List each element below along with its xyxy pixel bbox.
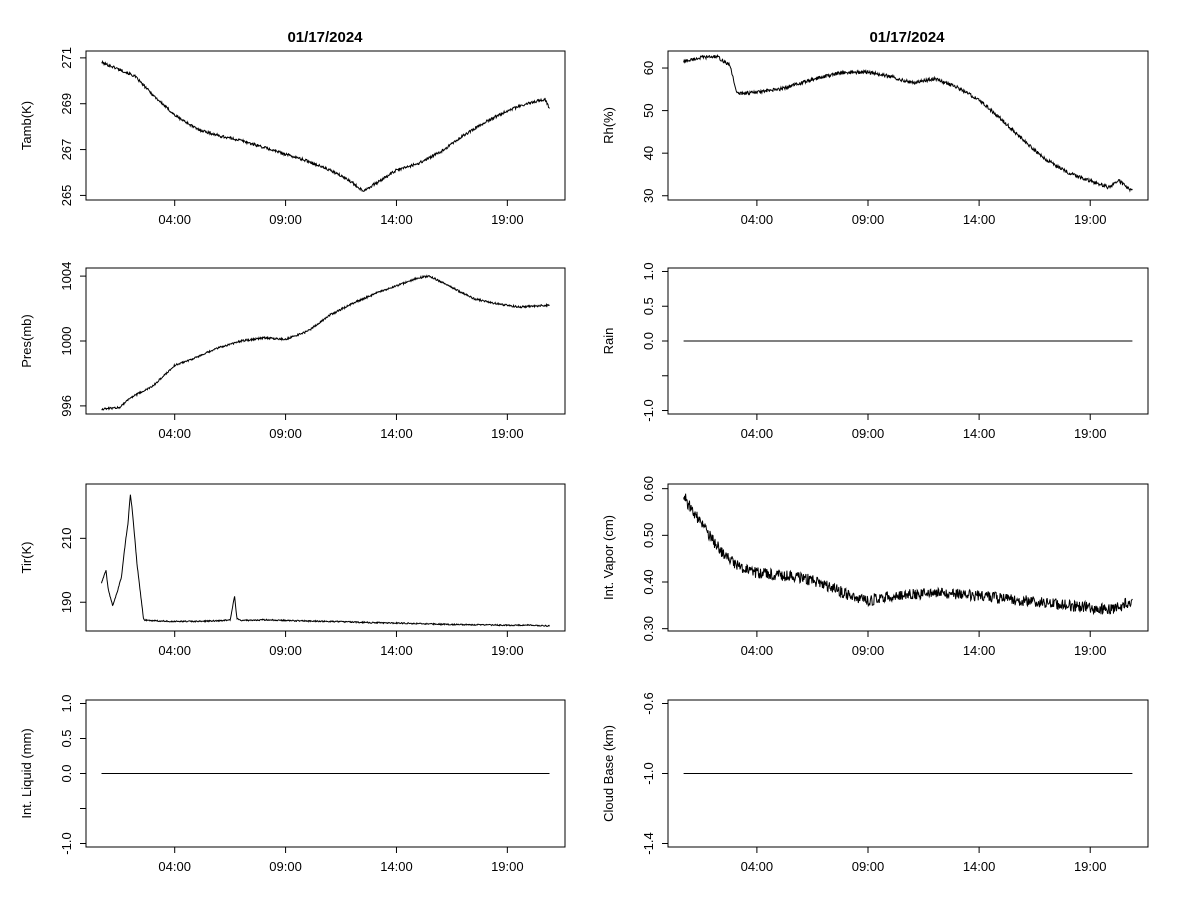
rain-x-tick-label: 09:00 xyxy=(852,426,885,441)
liquid-y-axis-label: Int. Liquid (mm) xyxy=(19,728,34,818)
pres-panel: 04:00 09:00 14:00 19:00 996 1000 1004 Pres(mb) xyxy=(19,262,566,441)
cloudbase-x-tick-label: 04:00 xyxy=(741,859,774,874)
tamb-y-tick-label: 269 xyxy=(59,93,74,115)
pres-y-tick-label: 996 xyxy=(59,395,74,417)
rain-x-tick-label: 04:00 xyxy=(741,426,774,441)
vapor-x-tick-label: 09:00 xyxy=(852,643,885,658)
vapor-y-tick-label: 0.50 xyxy=(641,523,656,548)
tir-x-tick-label: 14:00 xyxy=(380,643,413,658)
vapor-x-tick-label: 14:00 xyxy=(963,643,996,658)
cloudbase-panel: 04:00 09:00 14:00 19:00 -1.4 -1.0 -0.6 Cloud Ba… xyxy=(601,692,1149,874)
cloudbase-x-tick-label: 09:00 xyxy=(852,859,885,874)
pres-y-tick-label: 1004 xyxy=(59,262,74,291)
rh-y-axis-label: Rh(%) xyxy=(601,107,616,144)
pres-x-tick-label: 19:00 xyxy=(491,426,524,441)
liquid-y-tick-label: -1.0 xyxy=(59,832,74,854)
rain-panel: 04:00 09:00 14:00 19:00 -1.0 0.0 0.5 1.0 Rain xyxy=(601,262,1149,441)
tamb-x-tick-label: 04:00 xyxy=(158,212,191,227)
tamb-series-line xyxy=(101,59,550,192)
liquid-y-tick-label: 0.5 xyxy=(59,729,74,747)
rh-x-tick-label: 09:00 xyxy=(852,212,885,227)
rain-y-axis-label: Rain xyxy=(601,328,616,355)
left-column-title: 01/17/2024 xyxy=(287,29,363,46)
rain-x-tick-label: 19:00 xyxy=(1074,426,1107,441)
cloudbase-y-axis-label: Cloud Base (km) xyxy=(601,725,616,822)
tir-series-line xyxy=(101,494,550,627)
pres-series-line xyxy=(101,274,550,411)
cloudbase-x-tick-label: 14:00 xyxy=(963,859,996,874)
liquid-x-tick-label: 19:00 xyxy=(491,859,524,874)
tamb-x-tick-label: 19:00 xyxy=(491,212,524,227)
vapor-y-tick-label: 0.60 xyxy=(641,476,656,501)
tir-panel: 04:00 09:00 14:00 19:00 190 210 Tir(K) xyxy=(19,483,566,658)
rain-y-tick-label: 0.0 xyxy=(641,332,656,350)
vapor-x-tick-label: 04:00 xyxy=(741,643,774,658)
rh-series-line xyxy=(683,54,1133,193)
tamb-y-tick-label: 267 xyxy=(59,139,74,161)
vapor-y-tick-label: 0.40 xyxy=(641,569,656,594)
vapor-series-line xyxy=(683,493,1133,616)
rh-panel: 04:00 09:00 14:00 19:00 30 40 50 60 Rh(%) xyxy=(601,50,1149,227)
liquid-y-tick-label: 1.0 xyxy=(59,694,74,712)
right-column-title: 01/17/2024 xyxy=(869,29,945,46)
tamb-y-axis-label: Tamb(K) xyxy=(19,101,34,150)
liquid-panel: 04:00 09:00 14:00 19:00 -1.0 0.0 0.5 1.0 Int. Li… xyxy=(19,694,566,874)
vapor-x-tick-label: 19:00 xyxy=(1074,643,1107,658)
tamb-y-tick-label: 265 xyxy=(59,185,74,207)
tamb-x-tick-label: 09:00 xyxy=(269,212,302,227)
vapor-y-axis-label: Int. Vapor (cm) xyxy=(601,515,616,600)
rain-y-tick-label: 0.5 xyxy=(641,297,656,315)
rain-y-tick-label: 1.0 xyxy=(641,262,656,280)
rh-x-tick-label: 14:00 xyxy=(963,212,996,227)
tir-x-tick-label: 09:00 xyxy=(269,643,302,658)
tamb-y-tick-label: 271 xyxy=(59,47,74,69)
rh-x-tick-label: 04:00 xyxy=(741,212,774,227)
pres-x-tick-label: 14:00 xyxy=(380,426,413,441)
rh-y-tick-label: 60 xyxy=(641,61,656,75)
liquid-y-tick-label: 0.0 xyxy=(59,764,74,782)
tir-y-tick-label: 210 xyxy=(59,527,74,549)
rh-y-tick-label: 40 xyxy=(641,146,656,160)
rh-y-tick-label: 30 xyxy=(641,189,656,203)
rain-y-tick-label: -1.0 xyxy=(641,399,656,421)
tir-x-tick-label: 04:00 xyxy=(158,643,191,658)
cloudbase-y-tick-label: -0.6 xyxy=(641,692,656,714)
pres-x-tick-label: 04:00 xyxy=(158,426,191,441)
pres-y-axis-label: Pres(mb) xyxy=(19,314,34,367)
pres-y-tick-label: 1000 xyxy=(59,327,74,356)
rain-x-tick-label: 14:00 xyxy=(963,426,996,441)
cloudbase-y-tick-label: -1.0 xyxy=(641,762,656,784)
rh-y-tick-label: 50 xyxy=(641,103,656,117)
tir-y-axis-label: Tir(K) xyxy=(19,541,34,573)
vapor-panel: 04:00 09:00 14:00 19:00 0.30 0.40 0.50 0.60 Int.… xyxy=(601,476,1149,658)
liquid-x-tick-label: 09:00 xyxy=(269,859,302,874)
rh-x-tick-label: 19:00 xyxy=(1074,212,1107,227)
tir-x-tick-label: 19:00 xyxy=(491,643,524,658)
tamb-x-tick-label: 14:00 xyxy=(380,212,413,227)
cloudbase-y-tick-label: -1.4 xyxy=(641,832,656,854)
tir-y-tick-label: 190 xyxy=(59,591,74,613)
cloudbase-x-tick-label: 19:00 xyxy=(1074,859,1107,874)
tamb-panel: 04:00 09:00 14:00 19:00 265 267 269 271 Tamb(K) xyxy=(19,47,566,227)
liquid-x-tick-label: 04:00 xyxy=(158,859,191,874)
pres-x-tick-label: 09:00 xyxy=(269,426,302,441)
liquid-x-tick-label: 14:00 xyxy=(380,859,413,874)
vapor-y-tick-label: 0.30 xyxy=(641,616,656,641)
